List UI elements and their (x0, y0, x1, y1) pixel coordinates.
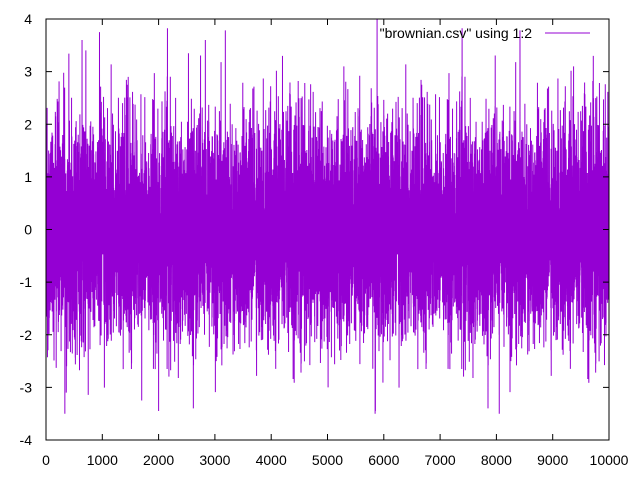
x-tick-label: 1000 (87, 452, 118, 468)
y-tick-label: -1 (20, 274, 33, 290)
ticks-layer: 0 1000 2000 3000 4000 5000 6000 7000 8000 9000 100… (20, 11, 629, 468)
x-tick-label: 4000 (256, 452, 287, 468)
y-tick-label: 3 (24, 64, 32, 80)
y-tick-label: -3 (20, 379, 33, 395)
y-tick-label: 1 (24, 169, 32, 185)
x-tick-label: 7000 (425, 452, 456, 468)
x-tick-label: 3000 (199, 452, 230, 468)
series-layer (45, 18, 610, 414)
y-tick-label: 2 (24, 116, 32, 132)
y-tick-label: 4 (24, 11, 32, 27)
x-tick-label: 8000 (481, 452, 512, 468)
x-tick-label: 9000 (537, 452, 568, 468)
x-tick-label: 0 (42, 452, 50, 468)
x-tick-label: 2000 (143, 452, 174, 468)
y-tick-label: -2 (20, 327, 33, 343)
series-line (45, 18, 610, 414)
x-tick-label: 10000 (590, 452, 629, 468)
x-tick-label: 6000 (368, 452, 399, 468)
y-tick-label: 0 (24, 222, 32, 238)
legend-label: "brownian.csv" using 1:2 (380, 25, 533, 41)
x-tick-label: 5000 (312, 452, 343, 468)
legend: "brownian.csv" using 1:2 (380, 25, 590, 41)
y-tick-label: -4 (20, 432, 33, 448)
